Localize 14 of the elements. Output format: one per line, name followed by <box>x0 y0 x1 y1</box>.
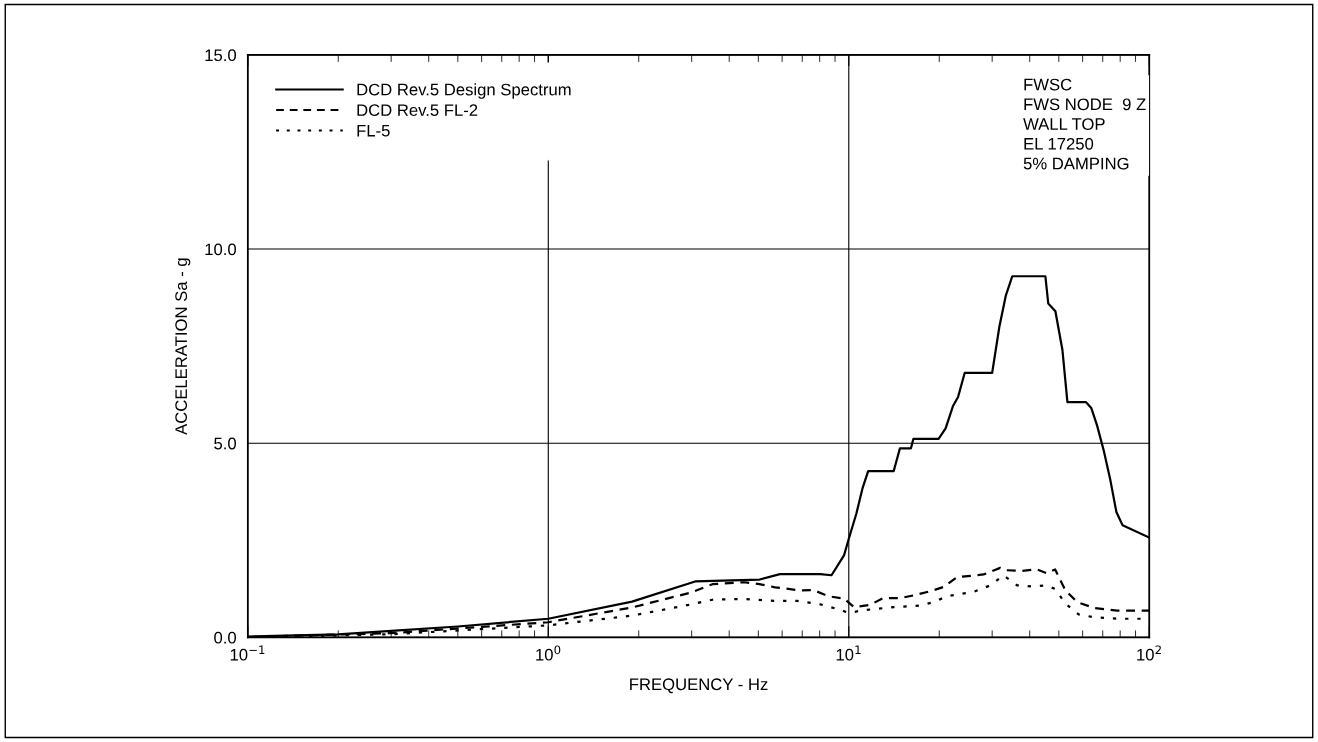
y-tick-label: 15.0 <box>205 49 237 62</box>
legend-label: DCD Rev.5 Design Spectrum <box>357 83 571 99</box>
x-axis-title: FREQUENCY - Hz <box>630 678 768 694</box>
legend-label: FL-5 <box>357 124 390 137</box>
x-tick-label: 10$^{0}$ <box>536 645 561 661</box>
y-tick-label: 0.0 <box>214 631 237 644</box>
y-tick-label: 10.0 <box>205 243 237 256</box>
y-axis-title: ACCELERATION Sa - g <box>175 258 191 435</box>
annotation: FWSC FWS NODE 9 Z WALL TOP EL 17250 5% DAMPING <box>1023 78 1146 170</box>
y-tick-label: 5.0 <box>214 437 237 450</box>
legend-label: DCD Rev.5 FL-2 <box>357 104 478 117</box>
x-tick-label: 10$^{2}$ <box>1137 645 1161 661</box>
x-tick-label: 10$^{1}$ <box>836 645 861 661</box>
x-tick-label: 10$^{−1}$ <box>230 645 265 661</box>
